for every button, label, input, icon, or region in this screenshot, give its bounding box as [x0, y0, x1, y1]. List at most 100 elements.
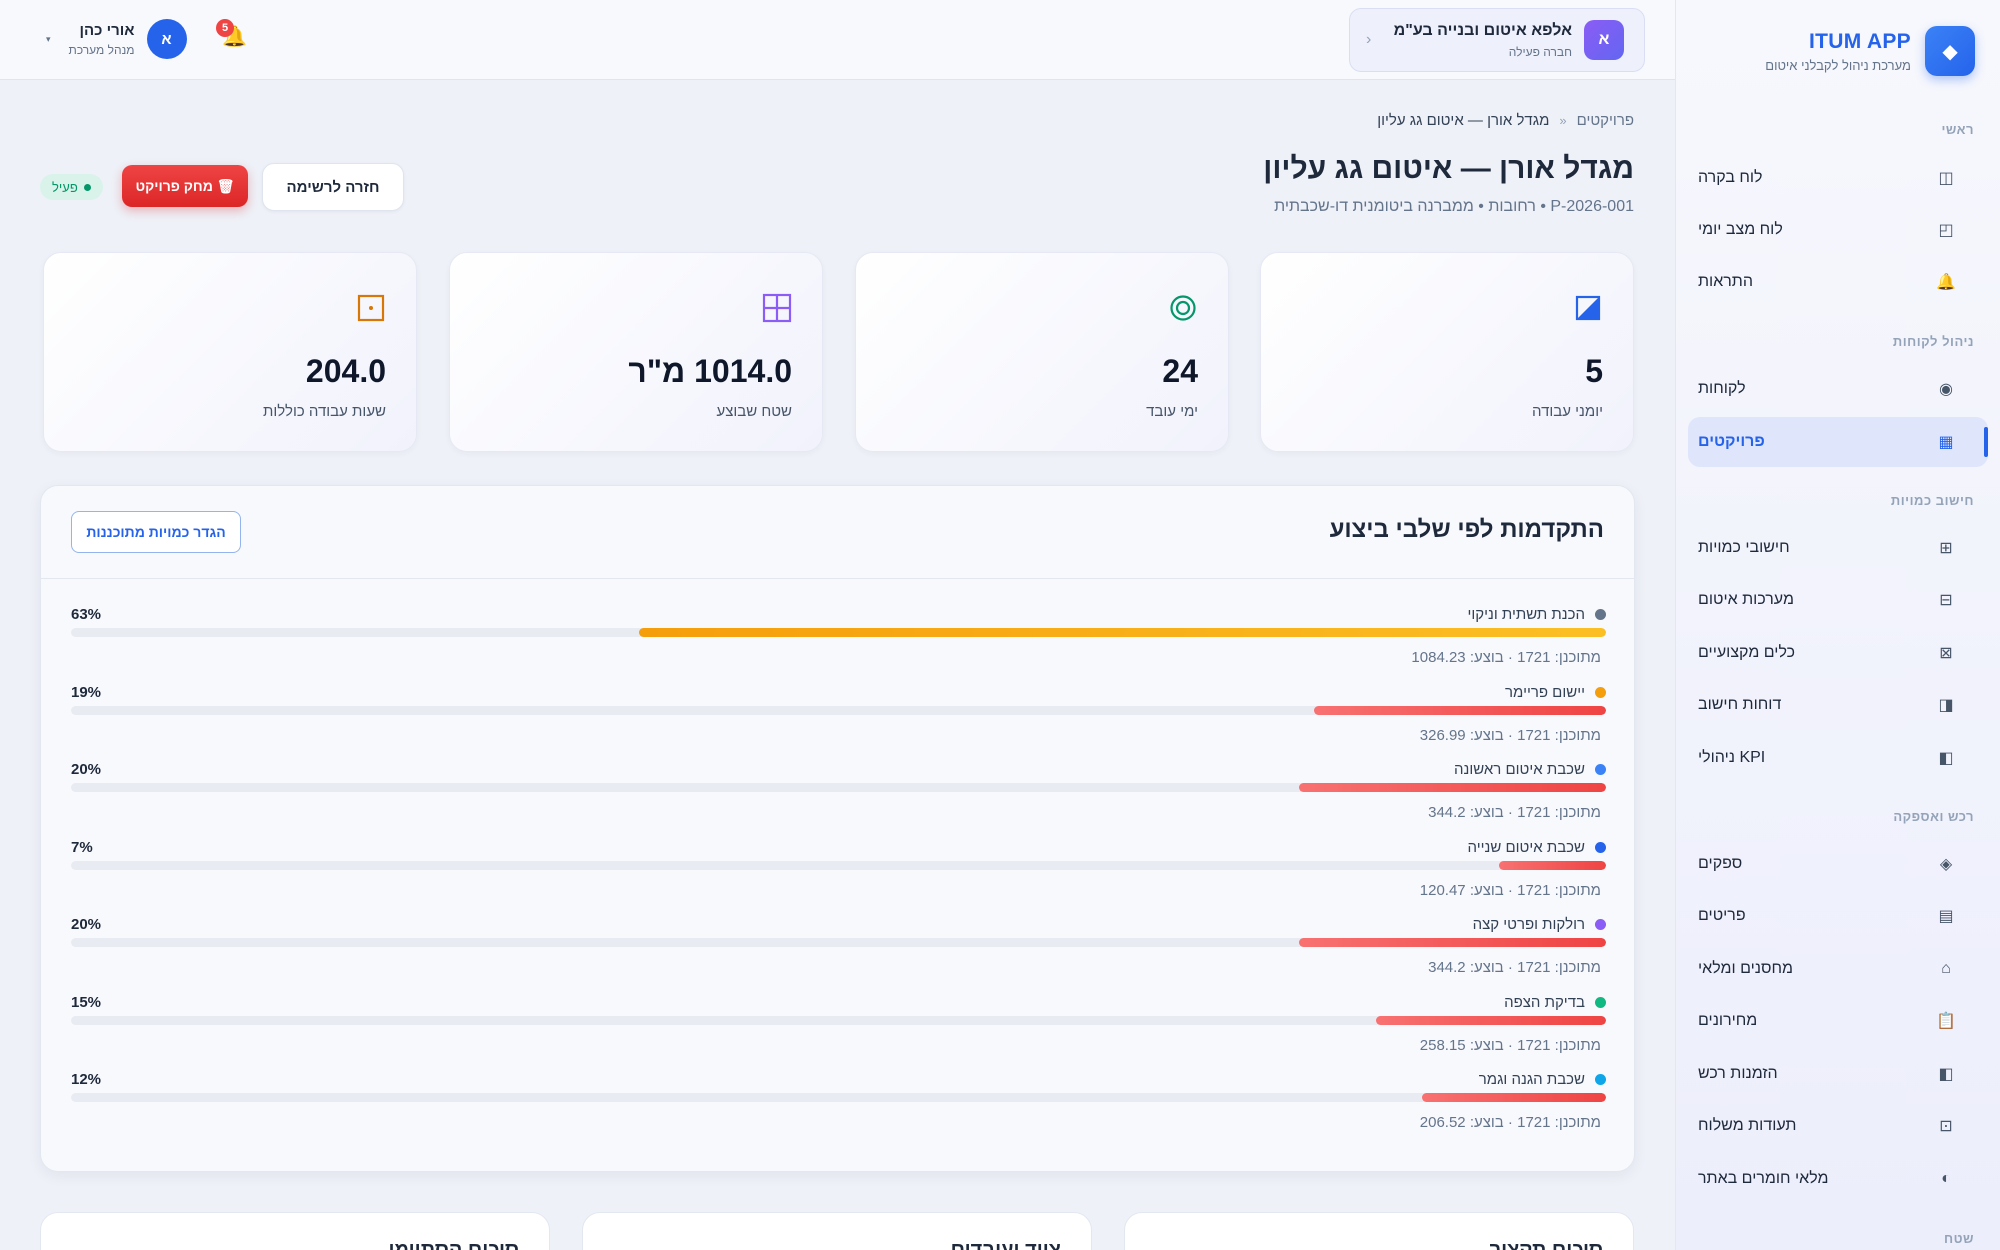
sidebar-item-label: התראות: [1698, 273, 1753, 290]
dashboard-icon: ◫: [1938, 170, 1954, 187]
stage-name: שכבת הגנה וגמר: [1479, 1071, 1606, 1088]
stage-label: שכבת הגנה וגמר: [1478, 1071, 1585, 1088]
stage-row: שכבת איטום שנייה 7% מתוכנן: 1721 · בוצע: 1…: [71, 839, 1606, 917]
stage-color-dot: [1595, 686, 1606, 698]
stage-row: בדיקת הצפה 15% מתוכנן: 1721 · בוצע: 258.15: [71, 994, 1606, 1072]
breadcrumb-projects-link[interactable]: פרויקטים: [1576, 112, 1634, 129]
stage-name: יישום פריימר: [1505, 684, 1606, 701]
stage-label: יישום פריימר: [1505, 683, 1585, 701]
stage-row: יישום פריימר 19% מתוכנן: 1721 · בוצע: 326.…: [71, 684, 1606, 762]
sidebar-item-projects[interactable]: ▦ פרויקטים: [1688, 417, 1988, 467]
set-planned-quantities-button[interactable]: הגדר כמויות מתוכננות: [71, 511, 241, 553]
kpi-value: 5: [1585, 353, 1603, 389]
stage-color-dot: [1595, 609, 1606, 620]
back-to-list-button[interactable]: חזרה לרשימה: [262, 163, 404, 211]
stage-progress-bar: [71, 1015, 1606, 1025]
status-dot: [83, 183, 91, 191]
stage-percent: 19%: [71, 683, 102, 701]
stage-name: בדיקת הצפה: [1504, 994, 1606, 1011]
kpi-card-work-hours[interactable]: 204.0 שעות עבודה כוללות: [43, 252, 417, 452]
stage-name: שכבת איטום שנייה: [1468, 839, 1606, 856]
stage-color-dot: [1595, 996, 1606, 1008]
journal-icon: [1573, 293, 1603, 323]
breadcrumb-current: מגדל אורן — איטום גג עליון: [1377, 112, 1550, 129]
stage-name: שכבת איטום ראשונה: [1454, 761, 1606, 778]
sidebar-item-quantity-calcs[interactable]: ⊞ חישובי כמויות: [1688, 523, 1988, 573]
daily-board-icon: ◰: [1938, 222, 1954, 239]
user-menu[interactable]: א אורי כהן מנהל מערכת ▾: [46, 19, 187, 59]
stage-progress-fill: [1421, 1093, 1606, 1102]
brand[interactable]: ◆ ITUM APP מערכת ניהול לקבלני איטום: [1765, 26, 1975, 76]
sidebar-item-label: חישובי כמויות: [1698, 539, 1790, 556]
kpi-card-area-done[interactable]: 1014.0 מ"ר שטח שבוצע: [449, 252, 823, 452]
stage-name: רולקות ופרטי קצה: [1473, 916, 1606, 933]
stage-progress-bar: [71, 705, 1606, 715]
items-list-icon: ▤: [1938, 908, 1954, 925]
user-role: מנהל מערכת: [68, 42, 135, 57]
stage-progress-bar: [71, 860, 1606, 870]
sidebar-item-kpi[interactable]: ◧ KPI ניהולי: [1688, 733, 1988, 783]
stage-meta: מתוכנן: 1721 · בוצע: 1084.23: [1411, 649, 1601, 666]
sidebar-item-site-materials[interactable]: ◐ מלאי חומרים באתר: [1688, 1154, 1988, 1204]
company-switcher[interactable]: א אלפא איטום ובנייה בע"מ חברה פעילה ‹: [1349, 8, 1645, 72]
user-name: אורי כהן: [79, 21, 135, 39]
progress-panel: התקדמות לפי שלבי ביצוע הגדר כמויות מתוכנ…: [40, 485, 1635, 1172]
bottom-card-title: סיכום הסתיימו: [388, 1239, 519, 1250]
sidebar-item-purchase-orders[interactable]: ◧ הזמנות רכש: [1688, 1049, 1988, 1099]
brand-logo-icon: ◆: [1925, 26, 1975, 76]
stage-progress-fill: [1498, 860, 1606, 870]
sidebar-item-customers[interactable]: ◉ לקוחות: [1688, 364, 1988, 414]
warehouse-icon: ⌂: [1941, 960, 1951, 977]
nav-section-quantities: חישוב כמויות: [1890, 493, 1974, 508]
clipboard-icon: 📋: [1936, 1013, 1956, 1030]
notifications-button[interactable]: 🔔 5: [216, 19, 247, 49]
site-materials-icon: ◐: [1941, 1170, 1951, 1187]
kpi-card-worker-days[interactable]: 24 ימי עובד: [855, 252, 1229, 452]
bottom-card-title: ציוד ועובדים: [950, 1239, 1061, 1250]
nav-section-field: שטח: [1943, 1231, 1974, 1246]
clock-square-icon: [356, 293, 386, 323]
sidebar-item-daily-status[interactable]: ◰ לוח מצב יומי: [1688, 205, 1988, 255]
sidebar-item-label: ספקים: [1698, 855, 1743, 872]
sidebar-item-label: לקוחות: [1698, 380, 1746, 397]
sidebar-item-dashboard[interactable]: ◫ לוח בקרה: [1688, 153, 1988, 203]
sidebar-item-alerts[interactable]: 🔔 התראות: [1688, 257, 1988, 307]
sidebar-item-label: כלים מקצועיים: [1698, 644, 1795, 661]
stage-progress-bar: [71, 783, 1606, 792]
sidebar-item-sealing-systems[interactable]: ⊟ מערכות איטום: [1688, 575, 1988, 625]
sidebar-item-label: הזמנות רכש: [1698, 1065, 1778, 1082]
status-label: פעיל: [52, 179, 78, 195]
kpi-value: 1014.0 מ"ר: [628, 353, 792, 389]
sidebar-item-calc-reports[interactable]: ◨ דוחות חישוב: [1688, 680, 1988, 730]
kpi-card-work-logs[interactable]: 5 יומני עבודה: [1260, 252, 1634, 452]
sidebar-item-suppliers[interactable]: ◈ ספקים: [1688, 839, 1988, 889]
kpi-label: יומני עבודה: [1532, 403, 1603, 420]
sidebar-item-pro-tools[interactable]: ⊠ כלים מקצועיים: [1688, 628, 1988, 678]
stage-label: שכבת איטום שנייה: [1467, 838, 1585, 856]
stage-meta: מתוכנן: 1721 · בוצע: 258.15: [1419, 1036, 1601, 1054]
stage-color-dot: [1595, 841, 1606, 853]
customers-icon: ◉: [1939, 381, 1953, 398]
company-avatar: א: [1584, 20, 1624, 60]
stage-meta: מתוכנן: 1721 · בוצע: 344.2: [1428, 804, 1601, 821]
stage-color-dot: [1595, 764, 1606, 775]
stage-percent: 63%: [71, 606, 102, 623]
delete-project-button[interactable]: 🗑 מחק פרויקט: [122, 165, 248, 207]
sidebar-item-delivery-notes[interactable]: ⊡ תעודות משלוח: [1688, 1101, 1988, 1151]
bottom-card: ציוד ועובדים: [582, 1212, 1092, 1250]
sidebar-item-price-lists[interactable]: 📋 מחירונים: [1688, 996, 1988, 1046]
notifications-badge: 5: [216, 19, 234, 37]
stage-progress-fill: [1299, 783, 1606, 792]
stage-progress-fill: [1299, 938, 1606, 947]
page-subtitle: P-2026-001 • רחובות • ממברנה ביטומנית דו…: [1274, 198, 1634, 215]
sidebar-item-items[interactable]: ▤ פריטים: [1688, 891, 1988, 941]
stage-color-dot: [1595, 919, 1606, 930]
stage-meta: מתוכנן: 1721 · בוצע: 326.99: [1419, 726, 1601, 744]
bottom-card: סיכום תקציב: [1124, 1212, 1634, 1250]
sidebar-item-label: מחסנים ומלאי: [1698, 960, 1794, 977]
grid-icon: [762, 293, 792, 323]
bottom-card: סיכום הסתיימו: [40, 1212, 550, 1250]
stage-meta: מתוכנן: 1721 · בוצע: 206.52: [1419, 1114, 1601, 1131]
sidebar: ◆ ITUM APP מערכת ניהול לקבלני איטום ראשי…: [1675, 0, 2000, 1250]
sidebar-item-warehouses[interactable]: ⌂ מחסנים ומלאי: [1688, 944, 1988, 994]
